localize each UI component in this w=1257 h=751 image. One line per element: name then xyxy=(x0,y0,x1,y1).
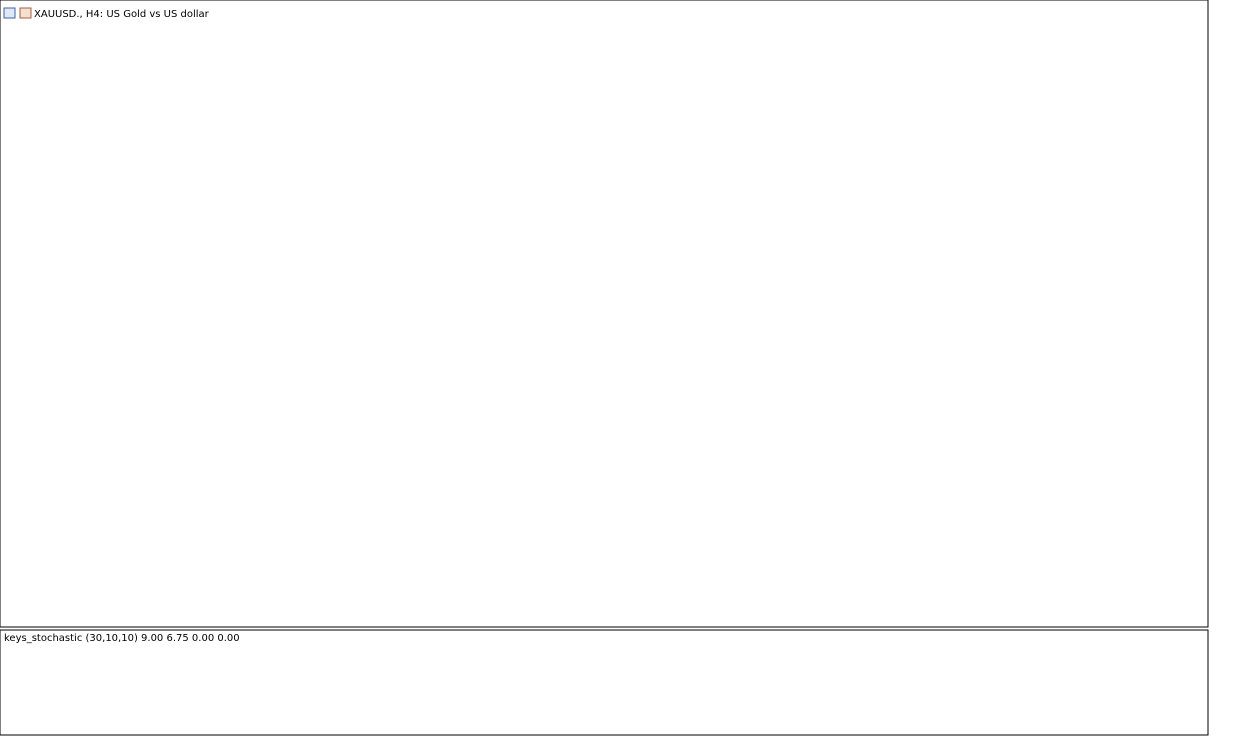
indicator-title: keys_stochastic (30,10,10) 9.00 6.75 0.0… xyxy=(4,633,240,644)
main-plot-frame xyxy=(0,0,1209,628)
sub-plot-frame xyxy=(0,629,1209,736)
icon xyxy=(19,7,32,19)
icon xyxy=(3,7,16,19)
chart-title: XAUUSD., H4: US Gold vs US dollar xyxy=(34,9,210,20)
